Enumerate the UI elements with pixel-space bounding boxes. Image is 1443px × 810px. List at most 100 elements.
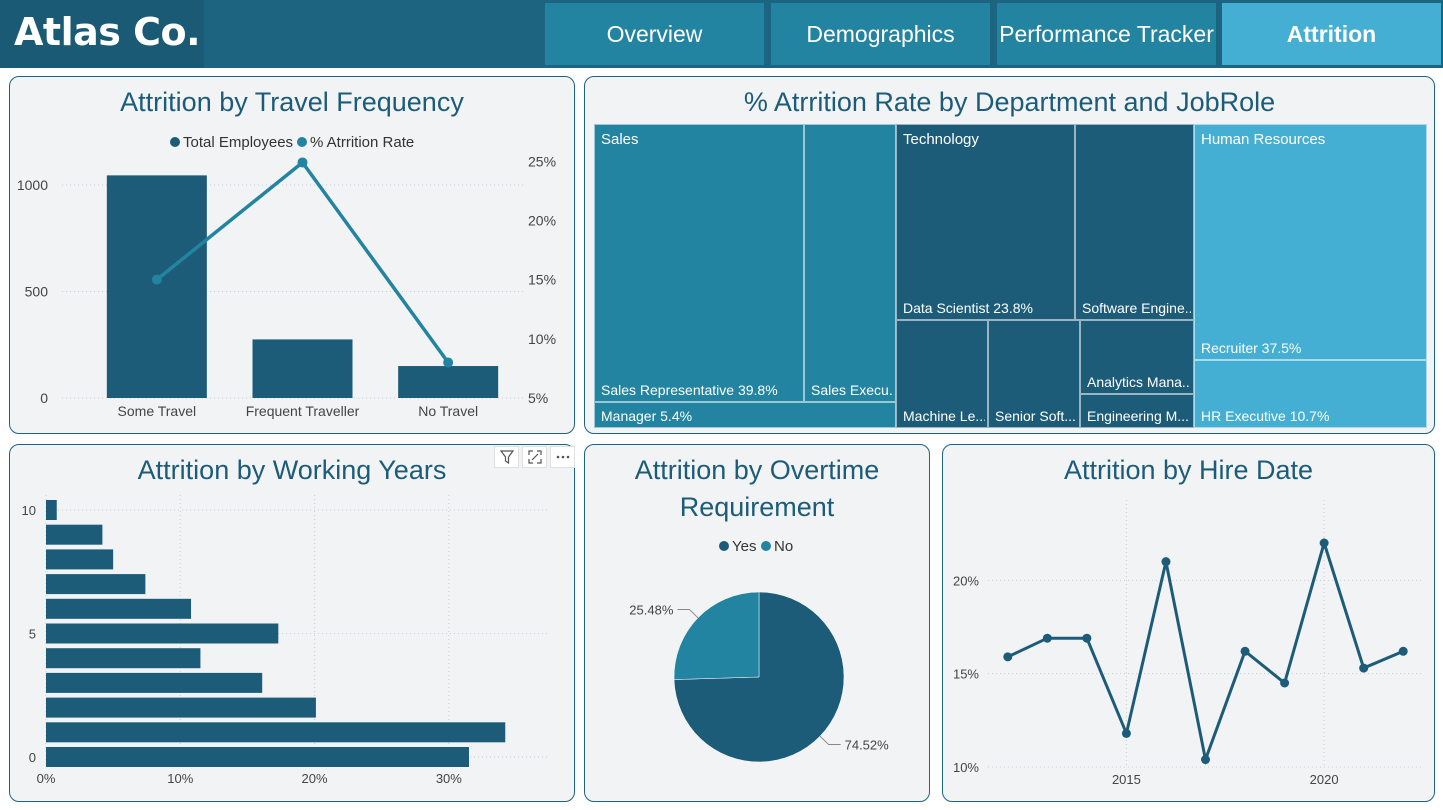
treemap-group-label: Technology: [903, 131, 979, 148]
overtime-legend: Yes No: [719, 538, 793, 555]
travel-legend: Total Employees % Atrrition Rate: [170, 134, 414, 151]
point-hire-attrition[interactable]: [1121, 728, 1131, 738]
legend-marker-no: [761, 541, 771, 551]
treemap-tile-label: Senior Soft...: [995, 408, 1076, 424]
treemap-tile[interactable]: Machine Le...: [896, 320, 988, 428]
treemap-tile[interactable]: Technology Data Scientist 23.8%: [896, 124, 1075, 320]
bar-working-years[interactable]: [46, 722, 506, 743]
point-hire-attrition[interactable]: [1319, 538, 1329, 548]
treemap-tile-label: Machine Le...: [903, 408, 985, 424]
bar-working-years[interactable]: [46, 672, 263, 693]
treemap-tile-label: Recruiter 37.5%: [1201, 340, 1302, 356]
y-right-tick-label: 5%: [528, 390, 548, 406]
more-options-icon: [556, 455, 569, 459]
bar-working-years[interactable]: [46, 549, 114, 570]
point-hire-attrition[interactable]: [1042, 633, 1052, 643]
x-tick-label: 20%: [302, 771, 328, 786]
pie-slice[interactable]: [673, 591, 760, 680]
y-left-tick-label: 1000: [17, 177, 48, 193]
treemap-tile[interactable]: Engineering M...: [1080, 394, 1194, 428]
treemap-tile[interactable]: Senior Soft...: [988, 320, 1080, 428]
overtime-panel[interactable]: Attrition by Overtime Requirement Yes No…: [584, 444, 930, 802]
bar-total-employees[interactable]: [252, 339, 353, 398]
travel-frequency-chart[interactable]: Total Employees % Atrrition Rate 0 500 100…: [10, 77, 575, 434]
y-right-tick-label: 25%: [528, 153, 556, 169]
treemap-tile[interactable]: Software Engine...: [1075, 124, 1194, 320]
y-left-tick-label: 500: [25, 283, 49, 299]
point-hire-attrition[interactable]: [1280, 678, 1290, 688]
x-tick-label: No Travel: [418, 403, 478, 419]
legend-label-no: No: [774, 538, 793, 555]
legend-label-attrition-rate: % Atrrition Rate: [310, 134, 414, 151]
bar-working-years[interactable]: [46, 500, 57, 520]
legend-marker-yes: [719, 541, 729, 551]
working-years-title: Attrition by Working Years: [137, 455, 447, 485]
filter-icon: [499, 450, 514, 465]
tab-attrition[interactable]: Attrition: [1222, 3, 1441, 65]
treemap-group-label: Human Resources: [1201, 131, 1326, 148]
travel-frequency-panel[interactable]: Attrition by Travel Frequency Total Empl…: [9, 76, 575, 434]
department-treemap[interactable]: Sales Sales Sales Representative 39.8% S…: [594, 124, 1427, 428]
focus-mode-icon: [527, 450, 542, 464]
x-tick-label: 2015: [1112, 772, 1141, 787]
point-hire-attrition[interactable]: [1240, 646, 1250, 656]
point-hire-attrition[interactable]: [1161, 557, 1171, 567]
point-attrition-rate[interactable]: [297, 157, 308, 168]
bar-working-years[interactable]: [46, 747, 469, 767]
bar-total-employees[interactable]: [106, 175, 207, 398]
y-right-tick-label: 10%: [528, 331, 556, 347]
overtime-title-line1: Attrition by Overtime: [634, 455, 880, 485]
point-hire-attrition[interactable]: [1359, 663, 1369, 673]
working-years-chart[interactable]: 0% 10% 20% 30% 10 5 0: [10, 445, 575, 802]
department-jobrole-panel[interactable]: % Atrrition Rate by Department and JobRo…: [584, 76, 1435, 434]
x-tick-label: 2020: [1310, 772, 1339, 787]
bar-total-employees[interactable]: [398, 366, 499, 398]
tab-overview[interactable]: Overview: [545, 3, 764, 65]
point-hire-attrition[interactable]: [1082, 633, 1092, 643]
overtime-title-line2: Requirement: [679, 492, 835, 522]
y-tick-label: 0: [29, 750, 36, 765]
hire-date-chart[interactable]: 10% 15% 20% 2015 2020: [943, 445, 1435, 802]
overtime-pie-chart[interactable]: Yes No 74.52% 25.48%: [585, 445, 930, 802]
hire-date-panel[interactable]: Attrition by Hire Date 10% 15% 20% 2015 2020: [942, 444, 1435, 802]
x-tick-label: 30%: [436, 771, 462, 786]
y-left-tick-label: 0: [40, 390, 48, 406]
treemap-tile-label: HR Executive 10.7%: [1201, 408, 1330, 424]
travel-frequency-title: Attrition by Travel Frequency: [120, 87, 464, 117]
legend-label-yes: Yes: [732, 538, 756, 555]
visual-header-toolbar: [494, 446, 575, 468]
company-logo: Atlas Co.: [14, 10, 201, 54]
working-years-panel[interactable]: Attrition by Working Years 0% 10% 20% 30% 10…: [9, 444, 575, 802]
bar-working-years[interactable]: [46, 598, 192, 619]
bar-working-years[interactable]: [46, 623, 279, 644]
treemap-tile[interactable]: Sales Execu...: [804, 124, 896, 402]
focus-mode-button[interactable]: [522, 446, 547, 468]
x-tick-label: Some Travel: [118, 403, 197, 419]
bar-working-years[interactable]: [46, 524, 103, 545]
tab-demographics[interactable]: Demographics: [771, 3, 990, 65]
treemap-tile[interactable]: Analytics Mana...: [1080, 320, 1194, 394]
pie-value-label: 25.48%: [629, 602, 674, 617]
filter-button[interactable]: [494, 446, 519, 468]
treemap-tile-label: Sales Execu...: [811, 382, 893, 398]
treemap-group-label: Sales: [601, 131, 639, 148]
bar-working-years[interactable]: [46, 697, 316, 718]
treemap-tile[interactable]: HR Executive 10.7%: [1194, 360, 1427, 428]
point-attrition-rate[interactable]: [443, 357, 454, 368]
x-tick-label: 10%: [167, 771, 193, 786]
treemap-tile[interactable]: Manager 5.4%: [594, 402, 896, 428]
point-hire-attrition[interactable]: [1003, 652, 1013, 662]
y-tick-label: 10%: [953, 760, 979, 775]
bar-working-years[interactable]: [46, 648, 201, 669]
tab-performance-tracker[interactable]: Performance Tracker: [997, 3, 1216, 65]
treemap-tile[interactable]: Human Resources Recruiter 37.5%: [1194, 124, 1427, 360]
point-hire-attrition[interactable]: [1201, 755, 1210, 765]
bar-working-years[interactable]: [46, 574, 146, 595]
point-hire-attrition[interactable]: [1398, 646, 1408, 656]
more-options-button[interactable]: [550, 446, 575, 468]
treemap-tile-label: Sales Representative 39.8%: [601, 382, 778, 398]
treemap-tile[interactable]: Sales Sales Representative 39.8%: [594, 124, 804, 402]
department-jobrole-title: % Atrrition Rate by Department and JobRo…: [743, 87, 1276, 117]
y-tick-label: 10: [22, 503, 36, 518]
point-attrition-rate[interactable]: [151, 274, 162, 285]
